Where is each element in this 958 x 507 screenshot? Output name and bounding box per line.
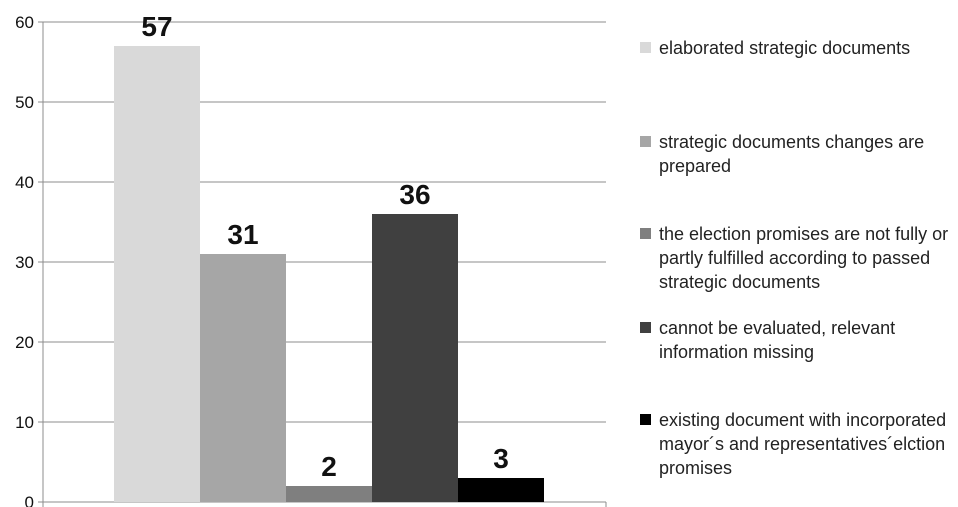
legend-item-3: the election promises are not fully or p… bbox=[640, 222, 958, 294]
y-tick-label: 50 bbox=[15, 93, 34, 112]
data-label-3: 2 bbox=[321, 451, 337, 482]
bars bbox=[114, 46, 544, 502]
legend-label-3: the election promises are not fully or p… bbox=[659, 224, 949, 292]
y-tick-label: 0 bbox=[25, 493, 34, 507]
bar-chart: 0 10 20 30 40 50 60 57 31 2 36 3 bbox=[15, 11, 607, 507]
legend-swatch-3 bbox=[640, 228, 651, 239]
y-tick-label: 20 bbox=[15, 333, 34, 352]
y-tick-label: 40 bbox=[15, 173, 34, 192]
y-tick-label: 30 bbox=[15, 253, 34, 272]
legend-swatch-2 bbox=[640, 136, 651, 147]
legend-label-5: existing document with incorporated mayo… bbox=[659, 410, 947, 478]
bar-3 bbox=[286, 486, 372, 502]
legend-item-1: elaborated strategic documents bbox=[640, 36, 958, 60]
legend-label-4: cannot be evaluated, relevant informatio… bbox=[659, 318, 896, 362]
y-axis: 0 10 20 30 40 50 60 bbox=[15, 13, 607, 507]
data-labels: 57 31 2 36 3 bbox=[141, 11, 508, 482]
data-label-4: 36 bbox=[399, 179, 430, 210]
data-label-5: 3 bbox=[493, 443, 509, 474]
legend-label-2: strategic documents changes are prepared bbox=[659, 132, 925, 176]
legend-swatch-5 bbox=[640, 414, 651, 425]
bar-2 bbox=[200, 254, 286, 502]
bar-5 bbox=[458, 478, 544, 502]
legend: elaborated strategic documents strategic… bbox=[640, 0, 958, 507]
legend-item-2: strategic documents changes are prepared bbox=[640, 130, 958, 178]
legend-swatch-1 bbox=[640, 42, 651, 53]
bar-1 bbox=[114, 46, 200, 502]
y-tick-label: 10 bbox=[15, 413, 34, 432]
data-label-2: 31 bbox=[227, 219, 258, 250]
data-label-1: 57 bbox=[141, 11, 172, 42]
legend-item-5: existing document with incorporated mayo… bbox=[640, 408, 958, 480]
bar-4 bbox=[372, 214, 458, 502]
legend-label-1: elaborated strategic documents bbox=[659, 38, 911, 58]
y-tick-label: 60 bbox=[15, 13, 34, 32]
legend-swatch-4 bbox=[640, 322, 651, 333]
legend-item-4: cannot be evaluated, relevant informatio… bbox=[640, 316, 958, 364]
